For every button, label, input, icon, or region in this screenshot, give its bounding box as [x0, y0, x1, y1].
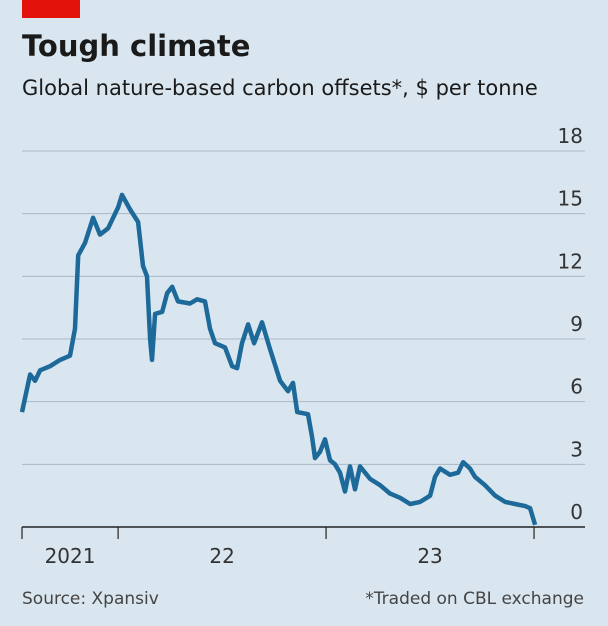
red-tag — [22, 0, 80, 18]
y-tick-label: 0 — [570, 500, 583, 524]
y-tick-label: 15 — [558, 187, 583, 211]
x-tick-label: 2021 — [45, 544, 96, 568]
source: Source: Xpansiv — [22, 589, 159, 609]
y-tick-label: 18 — [558, 124, 583, 148]
y-tick-label: 12 — [558, 249, 583, 273]
y-tick-label: 3 — [570, 437, 583, 461]
y-tick-label: 6 — [570, 375, 583, 399]
x-tick-label: 23 — [417, 544, 442, 568]
series-line — [19, 192, 538, 526]
x-tick-label: 22 — [209, 544, 234, 568]
y-tick-label: 9 — [570, 312, 583, 336]
chart-subtitle: Global nature-based carbon offsets*, $ p… — [22, 76, 538, 100]
chart-title: Tough climate — [22, 29, 250, 63]
footnote: *Traded on CBL exchange — [365, 589, 584, 609]
